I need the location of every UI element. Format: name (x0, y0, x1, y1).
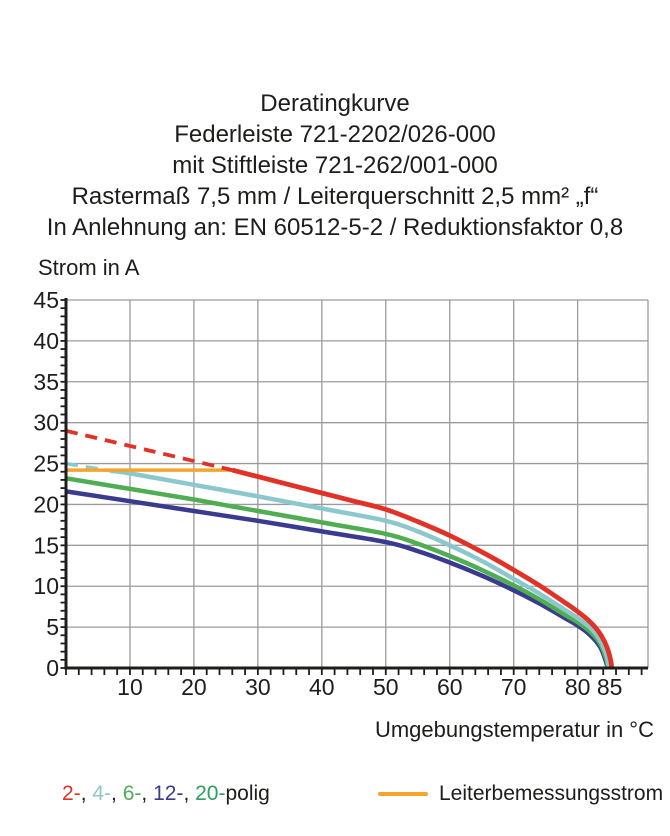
y-axis-title: Strom in A (38, 255, 140, 280)
y-tick-label: 25 (33, 451, 59, 477)
y-tick-label: 0 (46, 655, 59, 681)
y-tick-label: 15 (33, 532, 59, 558)
pole-legend-item: 2- (62, 782, 81, 805)
chart-title: Deratingkurve Federleiste 721-2202/026-0… (0, 88, 670, 243)
pole-legend-separator: , (183, 782, 196, 805)
x-tick-label: 60 (437, 674, 463, 700)
curve-4-polig (110, 468, 612, 669)
x-tick-label: 40 (309, 674, 335, 700)
x-tick-label: 10 (117, 674, 143, 700)
pole-legend-item: 12- (153, 782, 184, 805)
rated-current-legend: Leiterbemessungsstrom (378, 781, 663, 807)
x-tick-label: 30 (245, 674, 271, 700)
chart-title-line-2: Federleiste 721-2202/026-000 (174, 121, 496, 148)
x-tick-label: 50 (373, 674, 399, 700)
chart-title-line-4: Rastermaß 7,5 mm / Leiterquerschnitt 2,5… (71, 183, 599, 210)
chart-title-line-5: In Anlehnung an: EN 60512-5-2 / Reduktio… (46, 214, 624, 241)
y-tick-label: 30 (33, 410, 59, 436)
curve-4-polig-gestrichelt (65, 461, 112, 473)
pole-legend-separator: , (111, 782, 123, 805)
x-axis-title: Umgebungstemperatur in °C (374, 717, 654, 742)
x-tick-label: 80 (565, 674, 591, 700)
y-tick-label: 10 (33, 573, 59, 599)
y-tick-label: 20 (33, 491, 59, 517)
pole-legend-separator: , (141, 782, 154, 805)
curve-2-polig (231, 467, 614, 669)
y-tick-label: 45 (33, 287, 59, 313)
rated-current-label: Leiterbemessungsstrom (439, 782, 664, 805)
chart-title-line-1: Deratingkurve (260, 90, 410, 117)
pole-legend-separator: , (80, 782, 93, 805)
curve-6-polig (65, 476, 611, 669)
y-tick-label: 35 (33, 369, 59, 395)
x-tick-label: 20 (181, 674, 207, 700)
curve-12-polig (65, 489, 610, 669)
x-tick-label: 85 (597, 674, 623, 700)
rated-current-line-swatch (378, 792, 428, 796)
curve-2-polig-gestrichelt (65, 428, 233, 472)
pole-legend-item: 4- (92, 782, 112, 805)
pole-legend-item: 20- (195, 782, 226, 805)
pole-count-legend: 2-, 4-, 6-, 12-, 20-polig (62, 781, 270, 807)
y-tick-label: 5 (46, 614, 59, 640)
pole-legend-item: 6- (122, 782, 142, 805)
y-tick-label: 40 (33, 328, 59, 354)
chart-title-line-3: mit Stiftleiste 721-262/001-000 (172, 152, 498, 179)
x-tick-label: 70 (501, 674, 527, 700)
pole-legend-suffix: polig (225, 782, 270, 805)
